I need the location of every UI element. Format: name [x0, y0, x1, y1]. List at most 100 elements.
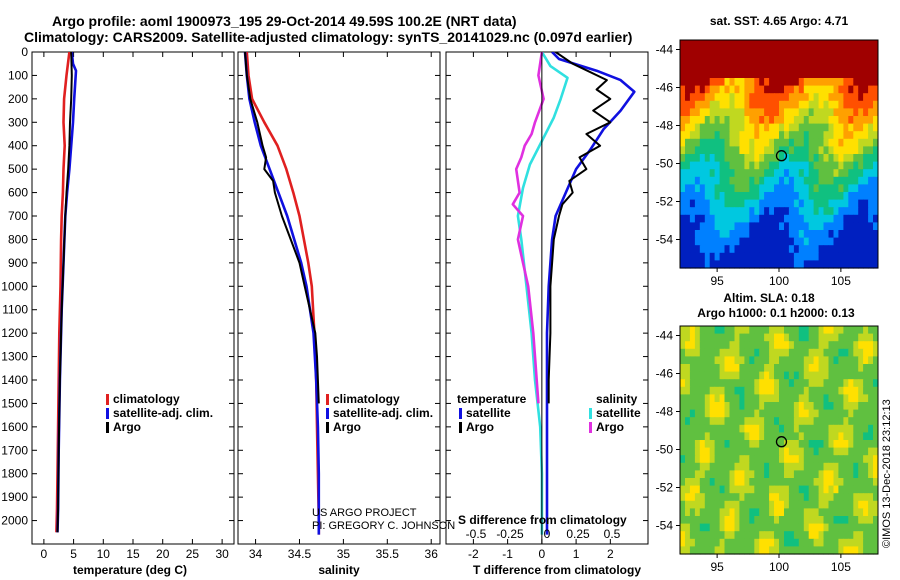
map-cell [833, 493, 839, 502]
map-cell [680, 333, 686, 342]
map-cell [694, 333, 701, 342]
map-cell [823, 78, 829, 87]
map-cell [680, 371, 686, 380]
map-cell [719, 108, 726, 117]
map-cell [873, 70, 879, 79]
map-cell [784, 207, 790, 216]
map-cell [858, 440, 864, 449]
map-cell [833, 93, 839, 102]
map-cell [694, 455, 701, 464]
map-cell [863, 222, 869, 231]
map-cell [764, 508, 770, 517]
map-cell [793, 455, 800, 464]
map-cell [823, 146, 829, 155]
map-cell [779, 402, 785, 411]
map-cell [843, 523, 849, 532]
temperature-legend-label: Argo [113, 420, 141, 434]
map-cell [685, 169, 691, 178]
map-cell [818, 252, 825, 261]
map-cell [749, 108, 755, 117]
map-cell [764, 78, 770, 87]
map-cell [823, 93, 829, 102]
map-cell [853, 169, 859, 178]
map-cell [828, 462, 834, 471]
map-cell [858, 214, 864, 223]
map-cell [818, 222, 825, 231]
map-cell [699, 138, 706, 147]
map-cell [734, 341, 740, 350]
map-cell [788, 184, 795, 193]
map-cell [779, 538, 785, 547]
map-cell [793, 478, 800, 487]
map-cell [764, 538, 770, 547]
map-cell [694, 40, 701, 49]
map-cell [699, 252, 706, 261]
map-cell [784, 379, 790, 388]
map-cell [714, 508, 721, 517]
map-cell [808, 379, 815, 388]
map-cell [749, 371, 755, 380]
map-cell [798, 417, 805, 426]
map-cell [709, 341, 716, 350]
map-cell [784, 214, 790, 223]
map-cell [729, 55, 735, 64]
map-cell [793, 169, 800, 178]
map-cell [694, 432, 701, 441]
map-cell [769, 245, 775, 254]
map-cell [754, 184, 760, 193]
map-cell [863, 424, 869, 433]
map-cell [719, 161, 726, 170]
map-cell [793, 341, 800, 350]
map-cell [813, 116, 820, 125]
map-cell [694, 70, 701, 79]
map-cell [828, 260, 834, 269]
map-cell [788, 493, 795, 502]
map-cell [818, 85, 825, 94]
map-cell [704, 252, 711, 261]
map-cell [818, 455, 825, 464]
map-cell [823, 440, 829, 449]
map-cell [774, 432, 780, 441]
map-cell [858, 356, 864, 365]
map-cell [838, 138, 844, 147]
map-cell [828, 192, 834, 201]
map-cell [848, 508, 854, 517]
map-cell [818, 500, 825, 509]
map-cell [764, 55, 770, 64]
map-cell [744, 146, 750, 155]
map-cell [793, 123, 800, 132]
map-cell [823, 207, 829, 216]
map-cell [724, 131, 730, 140]
map-cell [759, 531, 765, 540]
map-cell [848, 192, 854, 201]
map-cell [843, 447, 849, 456]
map-cell [868, 176, 874, 185]
map-cell [843, 409, 849, 418]
map-cell [808, 386, 815, 395]
map-cell [754, 245, 760, 254]
map-cell [689, 371, 696, 380]
map-cell [759, 116, 765, 125]
map-cell [719, 326, 726, 335]
map-cell [734, 169, 740, 178]
map-cell [749, 447, 755, 456]
map-cell [779, 500, 785, 509]
map-cell [803, 333, 810, 342]
sst_map-field [680, 40, 879, 269]
map-cell [739, 546, 745, 555]
map-cell [838, 508, 844, 517]
map-cell [838, 440, 844, 449]
map-cell [694, 478, 701, 487]
map-cell [714, 47, 721, 56]
map-cell [873, 108, 879, 117]
map-cell [828, 409, 834, 418]
map-cell [734, 333, 740, 342]
map-cell [788, 356, 795, 365]
map-cell [709, 478, 716, 487]
map-cell [784, 462, 790, 471]
map-cell [734, 371, 740, 380]
map-cell [828, 523, 834, 532]
y-tick-label: 200 [8, 92, 28, 106]
map-cell [808, 447, 815, 456]
map-cell [788, 432, 795, 441]
